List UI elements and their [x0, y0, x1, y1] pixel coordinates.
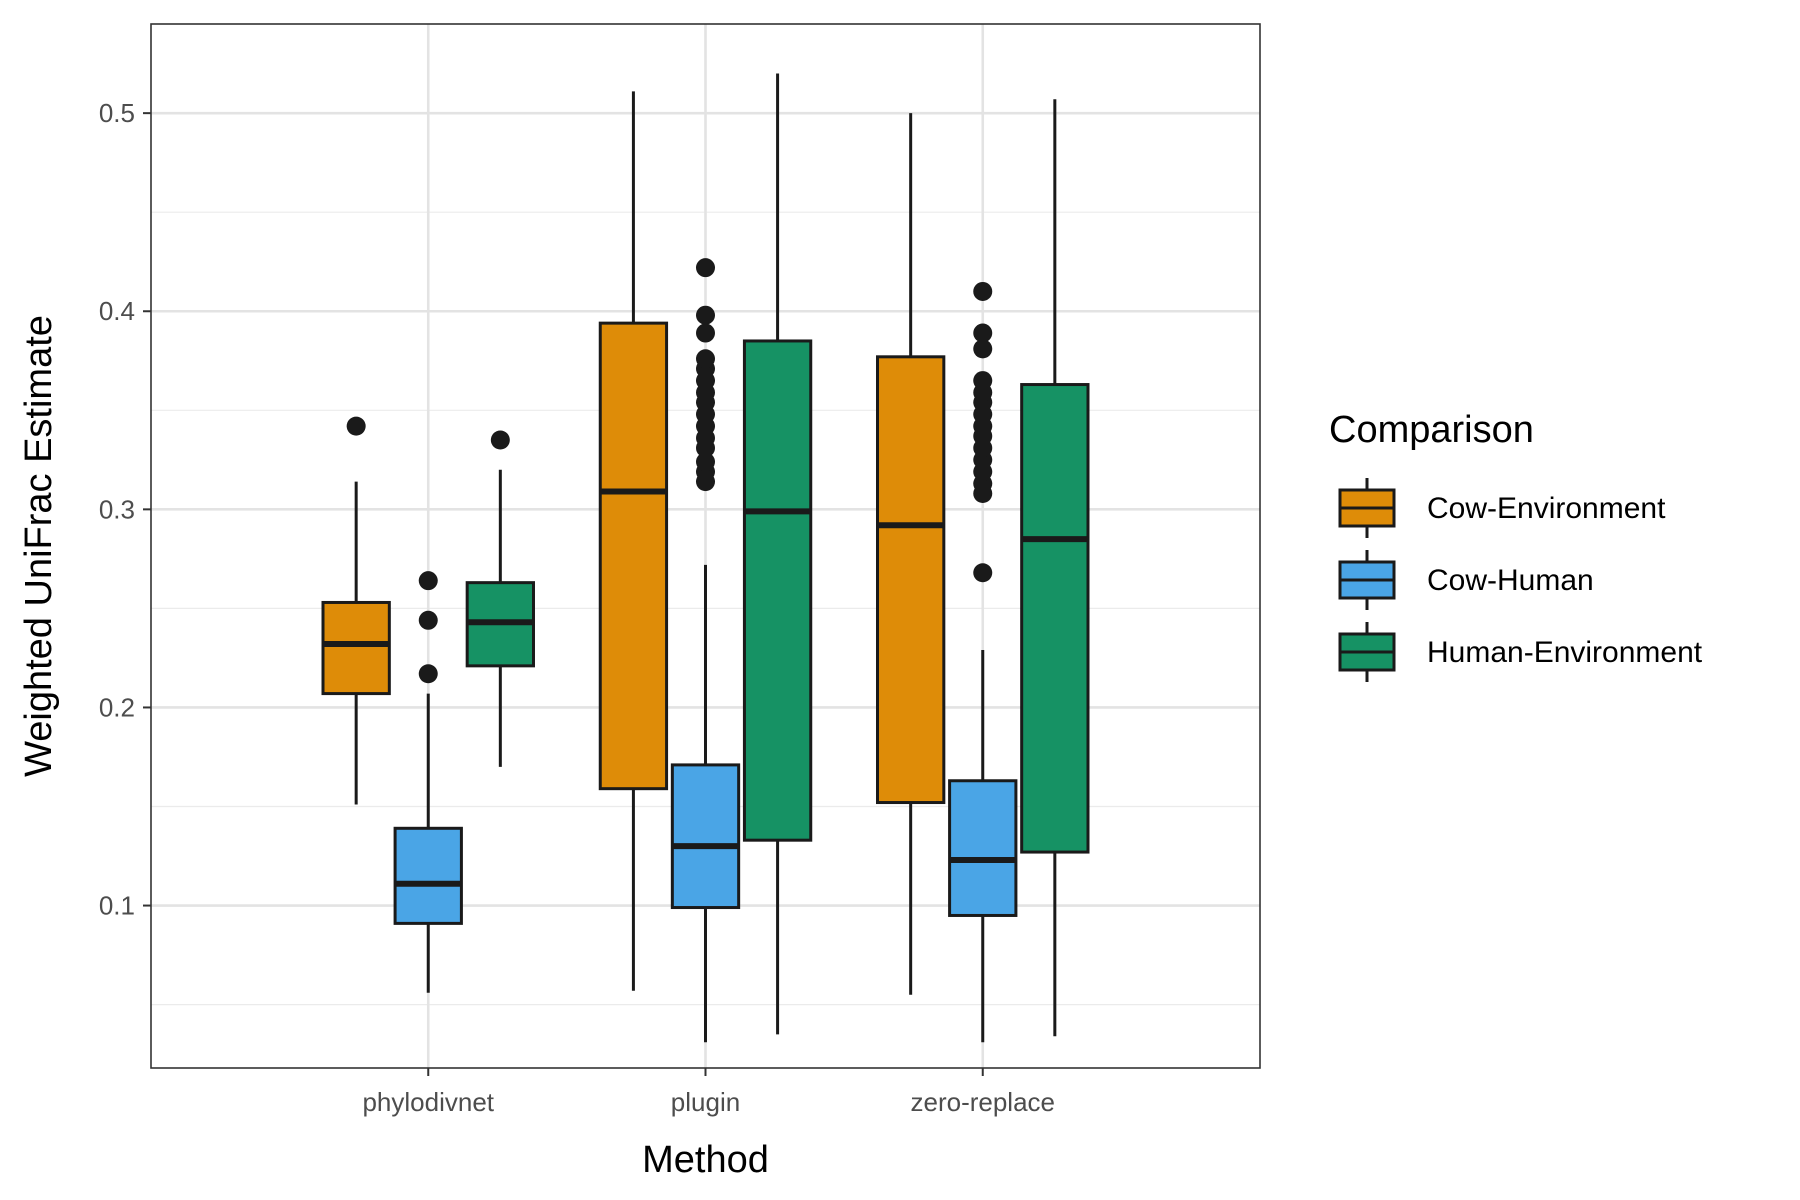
outlier-point [490, 430, 510, 450]
outlier-point [418, 664, 438, 684]
box-iqr [321, 600, 391, 696]
outlier-point [973, 281, 993, 301]
x-tick-label: plugin [671, 1087, 740, 1117]
outlier-point [973, 371, 993, 391]
box-iqr [393, 826, 463, 925]
legend-label: Cow-Environment [1427, 492, 1666, 525]
box-iqr [1020, 383, 1090, 854]
outlier-point [696, 323, 715, 343]
outlier-point [346, 416, 366, 436]
x-axis-title: Method [642, 1139, 769, 1181]
box-human-environment-zero-replace [1020, 99, 1090, 1037]
outlier-point [973, 323, 993, 343]
boxes [321, 73, 1090, 1043]
box-iqr [876, 355, 946, 805]
outlier-point [418, 610, 438, 630]
x-tick-label: phylodivnet [362, 1087, 494, 1117]
legend-key-human-environment [1338, 622, 1396, 682]
outlier-point [973, 563, 993, 583]
x-tick-label: zero-replace [910, 1087, 1055, 1117]
legend: Comparison Cow-Environment Cow-Human Human… [1329, 409, 1703, 682]
box-iqr [948, 779, 1018, 917]
y-tick-label: 0.5 [99, 98, 135, 128]
box-human-environment-plugin [742, 73, 813, 1035]
box-iqr [742, 339, 813, 842]
y-tick-label: 0.4 [99, 296, 135, 326]
axis-ticks: 0.1 0.2 0.3 0.4 0.5 phylodivnet plugin zero-rep… [99, 98, 1055, 1117]
box-cow-human-zero-replace [948, 281, 1018, 1043]
outlier-point [696, 258, 715, 278]
y-axis-title: Weighted UniFrac Estimate [18, 315, 60, 777]
box-human-environment-phylodivnet [465, 430, 535, 767]
outlier-point [696, 452, 715, 472]
y-tick-label: 0.3 [99, 494, 135, 524]
outlier-point [973, 339, 993, 359]
y-tick-label: 0.2 [99, 692, 135, 722]
legend-title: Comparison [1329, 409, 1534, 451]
box-cow-environment-zero-replace [876, 113, 946, 995]
box-cow-environment-phylodivnet [321, 416, 391, 805]
box-iqr [670, 763, 741, 910]
legend-key-cow-environment [1338, 478, 1396, 538]
outlier-point [418, 571, 438, 591]
legend-key-cow-human [1338, 550, 1396, 610]
box-cow-human-plugin [670, 258, 741, 1043]
legend-label: Human-Environment [1427, 636, 1703, 669]
box-cow-environment-plugin [598, 91, 669, 991]
legend-label: Cow-Human [1427, 564, 1594, 597]
box-cow-human-phylodivnet [393, 571, 463, 993]
outlier-point [696, 349, 715, 369]
y-tick-label: 0.1 [99, 891, 135, 921]
outlier-point [696, 305, 715, 325]
box-iqr [598, 321, 669, 791]
